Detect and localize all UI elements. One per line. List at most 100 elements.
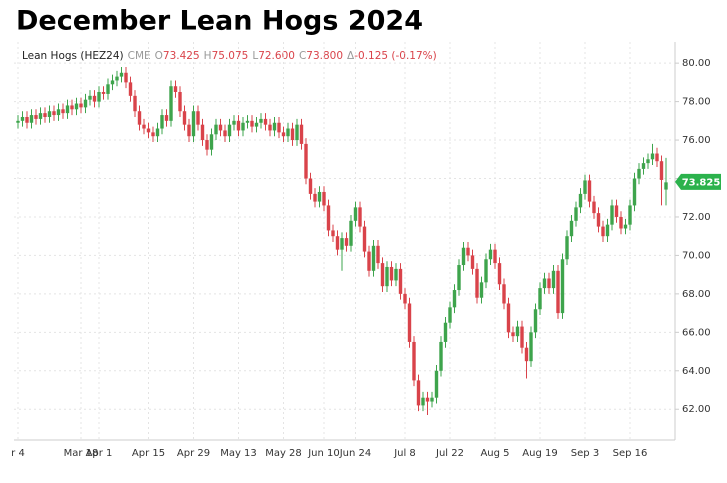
candle-body: [178, 91, 182, 112]
candle-body: [353, 207, 358, 221]
candle-body: [556, 270, 560, 314]
candle-body: [290, 128, 295, 141]
candle-body: [106, 84, 110, 94]
x-tick-label: r 4: [11, 448, 25, 459]
candle-body: [583, 180, 587, 194]
candle-body: [65, 105, 70, 114]
candle-body: [20, 116, 25, 121]
candle-body: [524, 347, 529, 362]
candle-body: [286, 128, 290, 137]
candle-body: [632, 178, 637, 206]
candle-body: [457, 265, 461, 291]
candle-body: [389, 266, 394, 281]
x-tick-label: Jul 22: [435, 448, 464, 459]
candle-body: [529, 332, 533, 362]
candle-body: [403, 293, 407, 304]
candle-body: [313, 193, 317, 202]
candle-body: [560, 259, 565, 314]
quote-value: -0.125 (-0.17%): [354, 50, 437, 62]
quote-key: O: [155, 50, 163, 62]
symbol: Lean Hogs (HEZ24): [22, 50, 124, 62]
candle-body: [263, 118, 268, 125]
candle-body: [434, 370, 439, 398]
candle-body: [619, 216, 623, 229]
quote-value: 73.425: [163, 50, 200, 62]
candle-body: [412, 341, 416, 381]
candle-body: [538, 288, 542, 310]
candle-body: [362, 226, 367, 252]
quote-value: 75.075: [212, 50, 249, 62]
candle-body: [295, 124, 299, 141]
y-tick-label: 80.00: [682, 58, 711, 69]
candle-body: [533, 309, 538, 333]
candle-body: [281, 132, 286, 137]
chart-title: December Lean Hogs 2024: [16, 6, 423, 37]
candle-body: [506, 303, 511, 333]
candle-body: [160, 115, 164, 129]
candle-body: [596, 213, 601, 227]
candle-body: [448, 307, 452, 323]
candle-body: [497, 263, 502, 285]
x-tick-label: Aug 19: [522, 448, 557, 459]
candle-body: [187, 124, 191, 137]
x-tick-label: Mar 18: [64, 448, 99, 459]
x-tick-label: Jul 8: [393, 448, 416, 459]
candle-body: [502, 284, 506, 304]
candle-body: [439, 341, 443, 371]
candle-body: [61, 109, 65, 114]
candle-body: [133, 95, 137, 112]
candle-body: [88, 95, 92, 100]
x-tick-label: May 28: [265, 448, 302, 459]
y-tick-label: 70.00: [682, 250, 711, 261]
candle-body: [205, 140, 209, 150]
y-tick-label: 66.00: [682, 327, 711, 338]
candle-body: [335, 236, 340, 250]
candle-body: [452, 290, 457, 308]
candle-body: [520, 326, 524, 348]
candle-body: [16, 120, 20, 123]
price-tag: [675, 173, 721, 190]
candle-body: [659, 161, 664, 180]
candle-body: [461, 247, 466, 266]
candle-body: [547, 278, 551, 289]
candle-body: [97, 91, 101, 102]
candle-body: [637, 168, 641, 179]
candle-body: [191, 111, 196, 137]
candle-body: [245, 120, 250, 123]
candle-body: [164, 115, 169, 121]
candle-body: [592, 201, 596, 214]
candle-body: [304, 143, 308, 179]
candle-body: [56, 109, 61, 116]
candle-body: [371, 245, 376, 271]
candle-body: [47, 111, 52, 117]
y-tick-label: 76.00: [682, 135, 711, 146]
candle-body: [646, 159, 650, 164]
quote-key: C: [299, 50, 306, 62]
candle-body: [227, 124, 232, 137]
x-tick-label: Jun 10: [307, 448, 340, 459]
candle-body: [367, 251, 371, 271]
candle-body: [542, 278, 547, 289]
candle-body: [142, 124, 146, 129]
candle-body: [124, 72, 128, 83]
candle-body: [83, 99, 88, 108]
x-tick-label: May 13: [220, 448, 257, 459]
y-tick-label: 68.00: [682, 289, 711, 300]
candle-body: [655, 153, 659, 162]
candle-body: [614, 205, 619, 217]
candle-body: [92, 95, 97, 102]
candle-body: [623, 224, 628, 229]
candle-body: [317, 191, 322, 202]
candle-body: [52, 111, 56, 116]
candle-body: [146, 128, 151, 133]
candle-body: [214, 124, 218, 135]
candle-body: [151, 132, 155, 137]
quote-value: 73.800: [306, 50, 343, 62]
candle-body: [344, 238, 349, 246]
candle-body: [34, 115, 38, 119]
candle-body: [173, 86, 178, 92]
candle-body: [601, 226, 605, 237]
candle-body: [407, 303, 412, 342]
y-tick-label: 62.00: [682, 404, 711, 415]
